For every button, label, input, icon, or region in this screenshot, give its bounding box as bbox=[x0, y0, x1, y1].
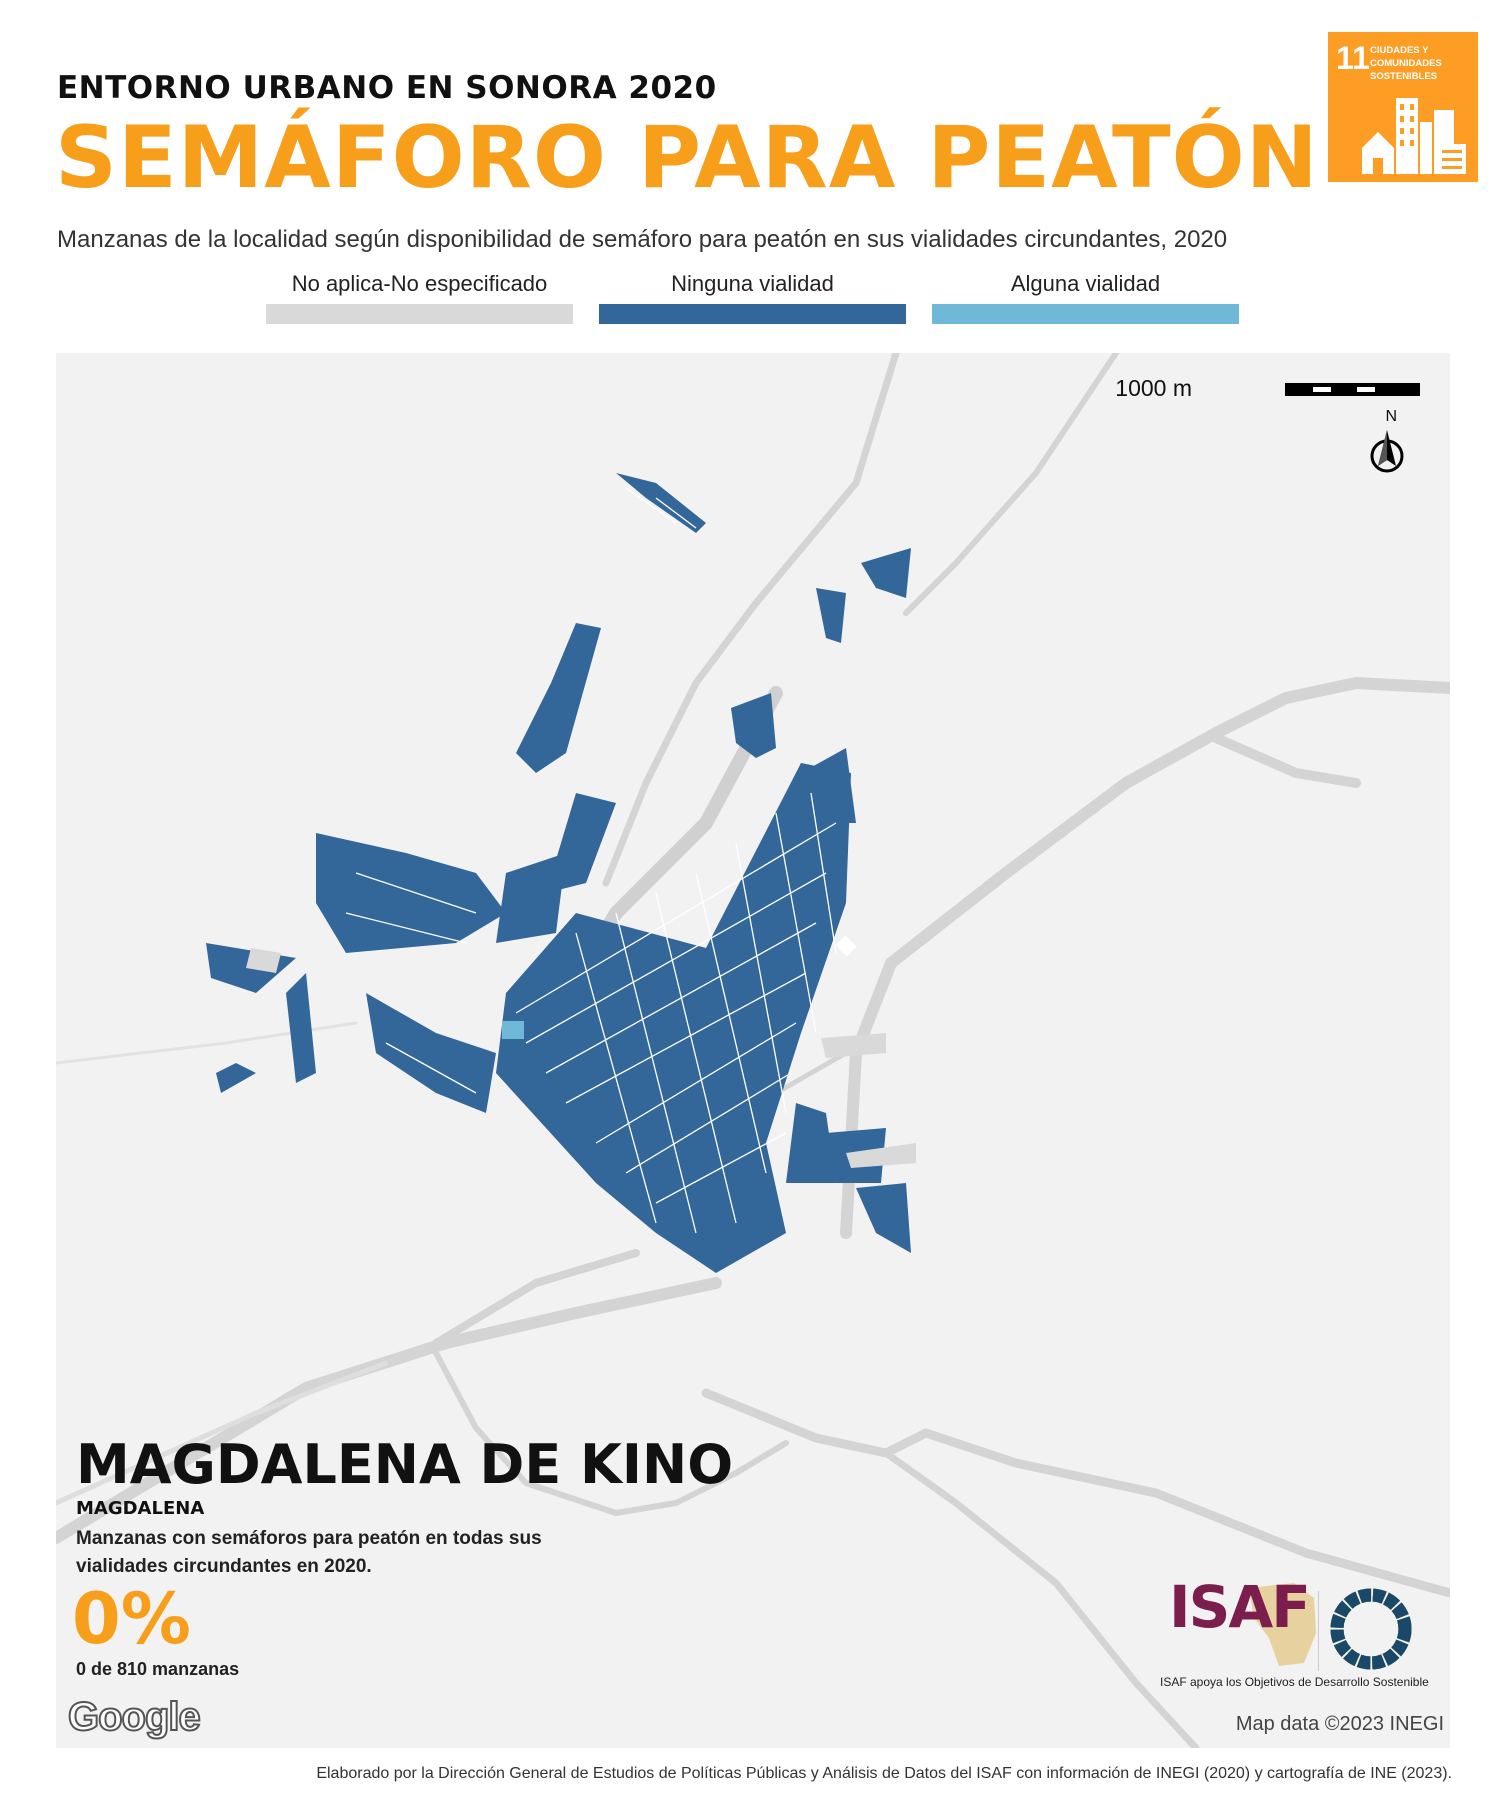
page-title: SEMÁFORO PARA PEATÓN bbox=[55, 108, 1319, 208]
map-svg bbox=[56, 353, 1450, 1748]
map-canvas[interactable]: 1000 m N MAGDALENA DE KINO MAGDALENA Man… bbox=[56, 353, 1450, 1748]
legend-item-no-aplica: No aplica-No especificado bbox=[266, 270, 573, 324]
legend-label: Alguna vialidad bbox=[1010, 271, 1161, 296]
municipality-name: MAGDALENA bbox=[76, 1498, 205, 1519]
sonora-map-icon bbox=[1249, 1583, 1316, 1666]
header-subtitle: ENTORNO URBANO EN SONORA 2020 bbox=[57, 70, 717, 106]
scale-bar bbox=[1285, 383, 1420, 396]
locality-name: MAGDALENA DE KINO bbox=[76, 1433, 734, 1496]
legend-label: Ninguna vialidad bbox=[671, 271, 834, 296]
indicator-percentage: 0% bbox=[72, 1578, 191, 1660]
map-description: Manzanas de la localidad según disponibi… bbox=[57, 226, 1228, 253]
legend-swatch bbox=[266, 304, 573, 324]
indicator-description: Manzanas con semáforos para peatón en to… bbox=[76, 1528, 542, 1577]
road-network bbox=[56, 353, 1450, 1748]
sdg-11-badge: 11 Ciudades y comunidades sostenibles bbox=[1328, 32, 1478, 182]
legend-swatch bbox=[599, 304, 906, 324]
city-blocks-alguna-vialidad bbox=[502, 1021, 524, 1039]
isaf-logo: ISAF bbox=[1169, 1573, 1311, 1641]
logo-divider bbox=[1318, 1591, 1319, 1671]
north-label: N bbox=[1385, 408, 1397, 425]
map-attribution[interactable]: Map data ©2023 INEGI bbox=[1235, 1713, 1444, 1735]
city-buildings-icon bbox=[1362, 98, 1466, 174]
legend-item-ninguna: Ninguna vialidad bbox=[599, 270, 906, 324]
footer-credits: Elaborado por la Dirección General de Es… bbox=[316, 1765, 1452, 1782]
legend-swatch bbox=[932, 304, 1239, 324]
legend-label: No aplica-No especificado bbox=[291, 271, 548, 296]
sdg-number: 11 bbox=[1336, 40, 1370, 76]
indicator-count: 0 de 810 manzanas bbox=[76, 1659, 240, 1679]
street-grid bbox=[345, 487, 837, 1234]
plaza-block bbox=[835, 935, 857, 957]
north-arrow-icon bbox=[1370, 430, 1404, 473]
scale-label: 1000 m bbox=[1115, 375, 1192, 401]
sdg-label: Ciudades y comunidades sostenibles bbox=[1370, 45, 1442, 82]
legend-item-alguna: Alguna vialidad bbox=[932, 270, 1239, 324]
google-logo[interactable]: Google bbox=[67, 1694, 202, 1740]
sdg-wheel-icon bbox=[1330, 1588, 1412, 1670]
city-blocks-no-aplica bbox=[246, 948, 916, 1168]
isaf-caption: ISAF apoya los Objetivos de Desarrollo S… bbox=[1160, 1675, 1429, 1689]
city-blocks-ninguna-vialidad bbox=[206, 473, 911, 1273]
